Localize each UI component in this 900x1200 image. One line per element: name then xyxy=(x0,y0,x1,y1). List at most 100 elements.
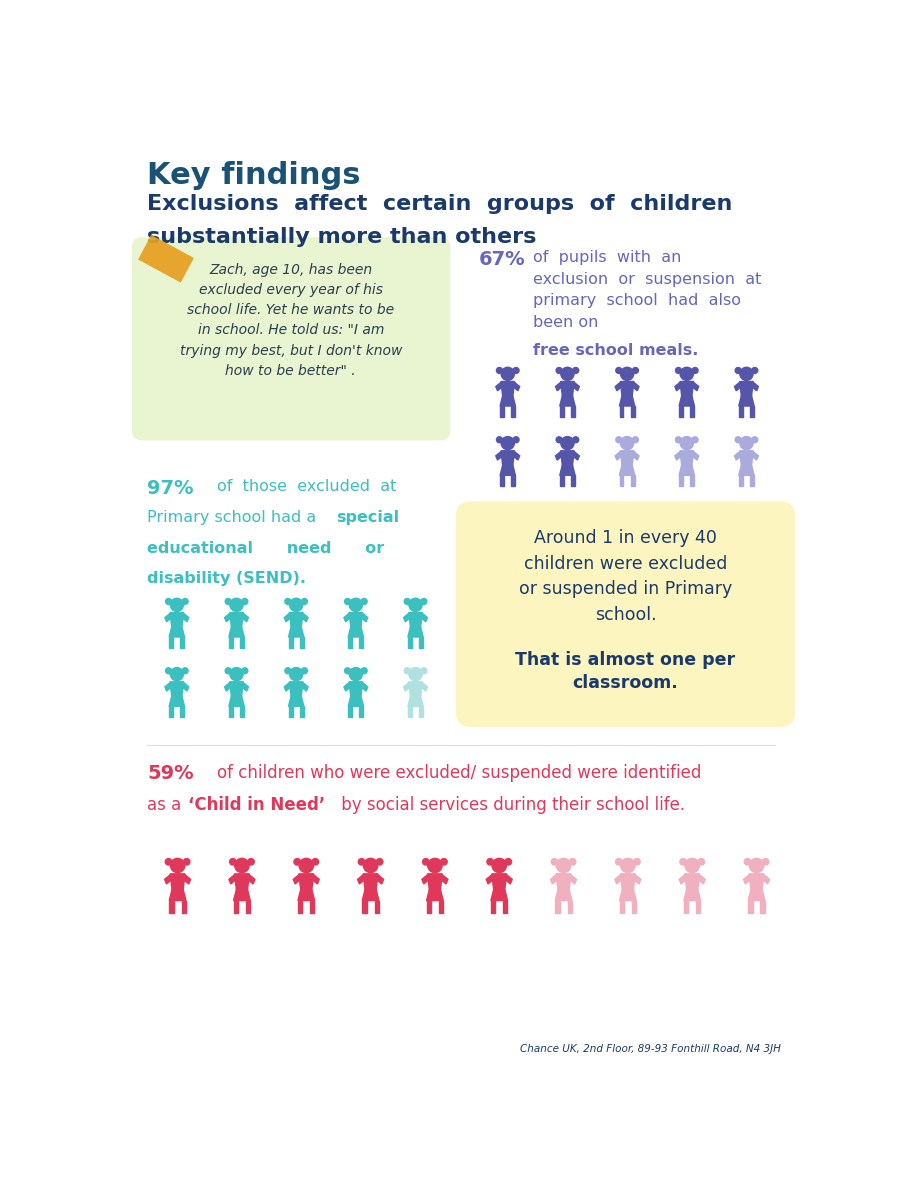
Polygon shape xyxy=(419,707,423,718)
Polygon shape xyxy=(555,901,560,913)
Polygon shape xyxy=(620,874,635,889)
Circle shape xyxy=(409,667,422,680)
Text: special: special xyxy=(336,510,399,524)
Polygon shape xyxy=(690,406,694,418)
Circle shape xyxy=(735,367,741,373)
Polygon shape xyxy=(684,889,700,901)
Polygon shape xyxy=(299,874,314,889)
Polygon shape xyxy=(572,451,580,460)
Circle shape xyxy=(561,437,574,450)
Polygon shape xyxy=(182,613,189,622)
Polygon shape xyxy=(739,396,754,406)
Text: Around 1 in every 40
children were excluded
or suspended in Primary
school.: Around 1 in every 40 children were exclu… xyxy=(519,529,733,624)
Polygon shape xyxy=(439,901,443,913)
Polygon shape xyxy=(180,637,184,648)
Circle shape xyxy=(182,667,188,673)
Polygon shape xyxy=(427,889,444,901)
Polygon shape xyxy=(293,875,301,884)
Circle shape xyxy=(242,599,248,605)
Polygon shape xyxy=(555,451,562,460)
Circle shape xyxy=(409,599,422,612)
Circle shape xyxy=(692,437,698,443)
Polygon shape xyxy=(501,451,515,466)
Polygon shape xyxy=(511,406,515,418)
Polygon shape xyxy=(289,626,304,637)
Polygon shape xyxy=(290,682,303,696)
Polygon shape xyxy=(680,466,695,475)
Text: of  those  excluded  at: of those excluded at xyxy=(217,479,397,494)
Polygon shape xyxy=(500,466,516,475)
Polygon shape xyxy=(403,613,410,622)
Polygon shape xyxy=(501,382,515,396)
Text: 59%: 59% xyxy=(148,764,194,782)
Polygon shape xyxy=(619,396,634,406)
Polygon shape xyxy=(357,875,365,884)
Circle shape xyxy=(302,599,308,605)
Circle shape xyxy=(404,667,410,673)
Polygon shape xyxy=(240,707,244,718)
Circle shape xyxy=(740,367,753,380)
Circle shape xyxy=(752,437,758,443)
Polygon shape xyxy=(284,683,291,691)
Polygon shape xyxy=(311,875,320,884)
Circle shape xyxy=(421,667,427,673)
Polygon shape xyxy=(348,696,364,707)
Polygon shape xyxy=(427,901,431,913)
Polygon shape xyxy=(363,901,366,913)
Polygon shape xyxy=(561,382,574,396)
Polygon shape xyxy=(302,683,308,691)
Circle shape xyxy=(505,858,511,865)
Polygon shape xyxy=(344,613,351,622)
Polygon shape xyxy=(739,406,742,418)
Text: 97%: 97% xyxy=(148,479,194,498)
Circle shape xyxy=(620,437,634,450)
Circle shape xyxy=(556,367,562,373)
Polygon shape xyxy=(409,682,422,696)
Circle shape xyxy=(230,858,236,865)
Polygon shape xyxy=(298,901,302,913)
Polygon shape xyxy=(760,901,765,913)
Polygon shape xyxy=(300,707,303,718)
Circle shape xyxy=(633,437,638,443)
Circle shape xyxy=(685,858,699,872)
Polygon shape xyxy=(348,626,364,637)
Circle shape xyxy=(497,367,502,373)
Polygon shape xyxy=(551,875,558,884)
Circle shape xyxy=(616,437,622,443)
Polygon shape xyxy=(560,475,563,486)
Polygon shape xyxy=(180,707,184,718)
Polygon shape xyxy=(632,451,639,460)
Circle shape xyxy=(349,599,363,612)
Circle shape xyxy=(358,858,365,865)
Polygon shape xyxy=(749,901,752,913)
Polygon shape xyxy=(363,874,378,889)
Text: Key findings: Key findings xyxy=(148,161,361,190)
Polygon shape xyxy=(500,475,504,486)
Circle shape xyxy=(735,437,741,443)
Polygon shape xyxy=(750,406,754,418)
Circle shape xyxy=(570,858,576,865)
Circle shape xyxy=(299,858,313,872)
Circle shape xyxy=(572,367,579,373)
Text: of children who were excluded/ suspended were identified: of children who were excluded/ suspended… xyxy=(217,764,701,782)
Circle shape xyxy=(166,599,172,605)
Polygon shape xyxy=(284,613,291,622)
Circle shape xyxy=(750,858,764,872)
Polygon shape xyxy=(289,637,293,648)
Polygon shape xyxy=(298,889,315,901)
Polygon shape xyxy=(230,682,243,696)
Circle shape xyxy=(312,858,319,865)
Polygon shape xyxy=(632,901,636,913)
Polygon shape xyxy=(169,637,173,648)
Circle shape xyxy=(621,858,635,872)
Polygon shape xyxy=(241,613,248,622)
Polygon shape xyxy=(739,466,754,475)
Polygon shape xyxy=(762,875,770,884)
Circle shape xyxy=(441,858,447,865)
Polygon shape xyxy=(359,707,364,718)
Text: disability (SEND).: disability (SEND). xyxy=(148,571,306,587)
Circle shape xyxy=(513,367,519,373)
Circle shape xyxy=(680,437,693,450)
Circle shape xyxy=(692,367,698,373)
Polygon shape xyxy=(505,875,512,884)
